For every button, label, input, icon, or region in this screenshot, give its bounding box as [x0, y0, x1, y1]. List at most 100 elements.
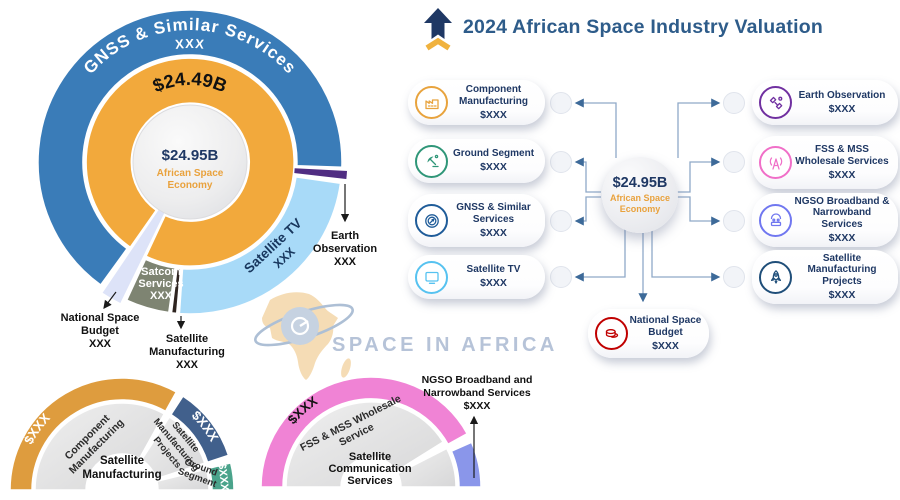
svg-text:Budget: Budget [81, 325, 119, 337]
manufacturing-projects-segment [169, 395, 230, 464]
fss-mss-segment [260, 376, 469, 488]
inner-ring-2 [140, 415, 206, 480]
card-satellite-tv: Satellite TV $XXX [408, 255, 545, 299]
svg-text:$XXX: $XXX [464, 400, 491, 412]
svg-text:Observation: Observation [313, 243, 377, 255]
connector-component-manufacturing [574, 98, 617, 158]
satellite-communication-chart-title: Satellite Communication Services [328, 451, 411, 487]
dot-left-3 [550, 210, 572, 232]
donut-center-text: $24.95B African Space Economy [157, 147, 224, 191]
svg-text:XXX: XXX [176, 359, 199, 371]
center-label-line2: Economy [167, 180, 212, 191]
gnss-segment-value: XXX [174, 36, 205, 52]
satellite-manufacturing-chart-title: Satellite Manufacturing [82, 455, 161, 481]
hub-label-line2: Economy [619, 204, 661, 214]
inner-ring-b [396, 447, 457, 488]
card-value: $XXX [828, 232, 856, 244]
card-value: $XXX [480, 108, 507, 121]
national-space-budget-callout: National Space Budget XXX [61, 312, 140, 350]
dot-left-2 [550, 151, 572, 173]
diagram-connectors [574, 98, 721, 303]
antenna-tower-icon [759, 146, 792, 179]
inner-orange-ring [85, 57, 295, 267]
coins-icon [595, 317, 628, 350]
svg-text:Earth: Earth [331, 230, 359, 242]
card-national-space-budget: National Space Budget $XXX [588, 309, 709, 358]
dot-right-2 [723, 151, 745, 173]
connector-satellite-manufacturing-projects [651, 229, 721, 282]
card-label: NGSO Broadband & Narrowband Services [794, 195, 890, 231]
svg-text:Services: Services [347, 475, 392, 487]
connector-dots [550, 92, 745, 288]
center-label-line1: African Space [157, 168, 224, 179]
watermark-text: SPACE IN AFRICA [332, 334, 558, 356]
satcom-services-segment [125, 258, 176, 314]
svg-text:XXX: XXX [334, 256, 357, 268]
card-value: $XXX [828, 102, 856, 115]
ngso-callout: NGSO Broadband and Narrowband Services $… [422, 374, 533, 412]
svg-text:NGSO Broadband and: NGSO Broadband and [422, 374, 533, 386]
earth-observation-satellite-icon [759, 86, 792, 119]
dot-right-3 [723, 210, 745, 232]
page-header: 2024 African Space Industry Valuation [423, 7, 823, 54]
svg-text:XXX: XXX [150, 290, 173, 302]
inner-ring-3 [155, 468, 210, 491]
dot-left-1 [550, 92, 572, 114]
card-label: GNSS & Similar Services [456, 202, 531, 225]
card-label: Component Manufacturing [459, 84, 528, 107]
card-gnss-similar-services: GNSS & Similar Services $XXX [408, 194, 545, 247]
card-label: Satellite TV [466, 264, 521, 276]
national-space-budget-arrow [103, 291, 117, 309]
madagascar-shape [341, 358, 351, 378]
satellite-tv-segment [178, 176, 342, 315]
card-label: Earth Observation [798, 89, 886, 101]
card-label: National Space Budget [629, 315, 702, 338]
svg-text:Manufacturing: Manufacturing [149, 346, 225, 358]
svg-text:Narrowband Services: Narrowband Services [423, 387, 531, 399]
dot-right-4 [723, 266, 745, 288]
dot-left-4 [550, 266, 572, 288]
card-value: $XXX [828, 289, 856, 301]
hub-value: $24.95B [612, 175, 668, 192]
factory-icon [415, 86, 448, 119]
svg-text:Services: Services [138, 278, 183, 290]
ground-segment-value: $XXX [216, 462, 231, 492]
center-value: $24.95B [162, 147, 219, 164]
connector-gnss [574, 196, 601, 226]
satcom-services-label: Satcom Services XXX [138, 266, 183, 302]
svg-text:Satcom: Satcom [141, 266, 181, 278]
card-component-manufacturing: Component Manufacturing $XXX [408, 80, 545, 125]
card-value: $XXX [480, 161, 507, 174]
connector-fss-mss [676, 157, 721, 193]
african-space-economy-donut [37, 9, 349, 315]
broadcast-icon [759, 203, 792, 237]
connector-satellite-tv [574, 229, 626, 282]
tv-icon [415, 260, 448, 294]
component-manufacturing-segment [9, 377, 178, 491]
inner-ring-1 [34, 402, 166, 491]
card-value: $XXX [480, 277, 507, 290]
connector-ngso [676, 196, 721, 226]
svg-text:Satellite: Satellite [349, 451, 391, 463]
card-earth-observation: Earth Observation $XXX [752, 80, 898, 125]
card-fss-mss-wholesale: FSS & MSS Wholesale Services $XXX [752, 136, 898, 189]
card-value: $XXX [828, 168, 856, 181]
inner-ring-a [285, 401, 445, 488]
dot-right-1 [723, 92, 745, 114]
card-label: FSS & MSS Wholesale Services [795, 144, 889, 167]
growth-arrow-icon [424, 8, 452, 51]
svg-text:Satellite: Satellite [100, 455, 144, 467]
gnss-segment [37, 9, 343, 287]
hub-label-line1: African Space [609, 193, 671, 204]
svg-text:Manufacturing: Manufacturing [82, 469, 161, 481]
card-label: Satellite Manufacturing Projects [807, 252, 877, 288]
svg-text:$XXX: $XXX [216, 462, 231, 492]
card-ngso-broadband-narrowband: NGSO Broadband & Narrowband Services $XXX [752, 193, 898, 247]
connector-ground-segment [574, 157, 601, 193]
card-ground-segment: Ground Segment $XXX [408, 139, 545, 183]
logo-clock-ring [290, 316, 310, 336]
donut-center-circle [132, 104, 248, 220]
satellite-manufacturing-chart [9, 377, 235, 491]
